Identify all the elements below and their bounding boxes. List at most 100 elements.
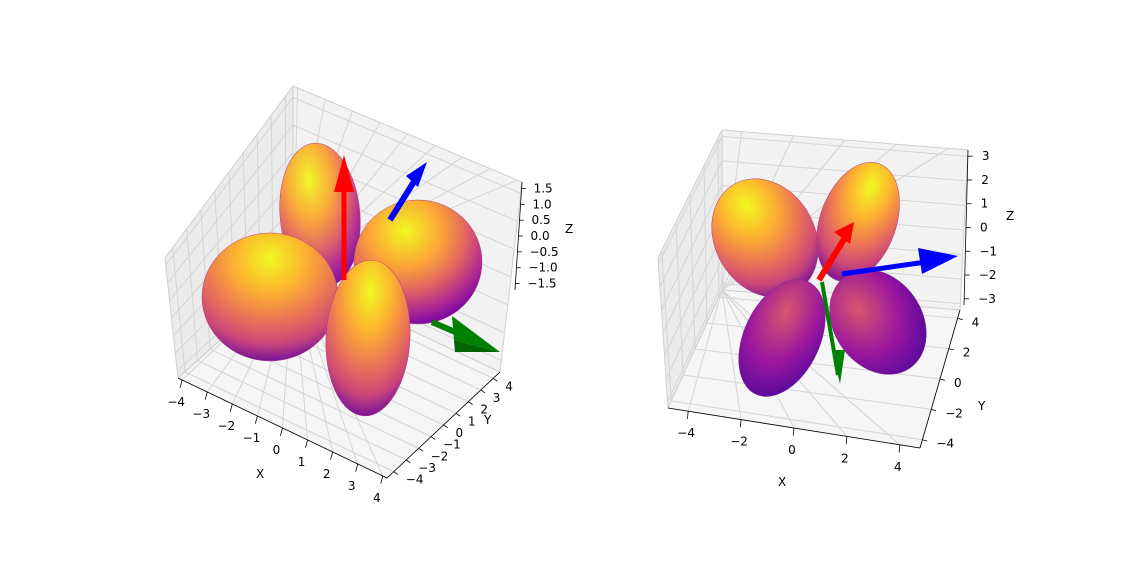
z-tick-label: −0.5: [529, 245, 558, 259]
y-tick-label-mark: [468, 401, 473, 405]
left-lobe-left: [201, 232, 339, 362]
x-tick-label-mark: [687, 411, 689, 419]
right-arrow-green-head: [832, 350, 845, 384]
gridline-z-side: [721, 135, 968, 157]
x-tick-label: 3: [348, 479, 356, 493]
x-tick-label-mark: [792, 427, 795, 436]
right-lobe-bottom-left: [738, 279, 826, 397]
right-lobe-bottom-right: [829, 269, 927, 375]
y-tick-label-mark: [948, 348, 954, 351]
y-tick-label-mark: [939, 378, 946, 381]
gridline-z-back: [665, 258, 723, 380]
right-y-axis-label: Y: [977, 399, 986, 413]
z-tick-label: −3: [978, 292, 996, 306]
x-tick-label-mark: [330, 451, 334, 460]
x-tick-label: −4: [167, 395, 185, 409]
z-tick-label: 1.5: [534, 181, 553, 195]
gridline-z-back: [659, 160, 723, 288]
y-tick-label: 0: [954, 376, 962, 390]
x-tick-label-mark: [229, 403, 233, 412]
right-arrow-red: [816, 234, 849, 282]
gridline-y-floor: [184, 371, 394, 473]
y-tick-label: 1: [468, 414, 476, 428]
z-tick-label: −2: [979, 268, 997, 282]
x-tick-label-mark: [355, 463, 359, 472]
right-arrow-red-head: [834, 222, 854, 244]
x-tick-label: 0: [273, 443, 281, 457]
right-z-axis-label: Z: [1006, 209, 1014, 223]
x-tick-label-mark: [380, 475, 384, 484]
y-tick-label: −2: [945, 406, 963, 420]
right-arrows: [816, 222, 958, 384]
x-tick-label-mark: [254, 415, 258, 424]
gridline-y-floor: [197, 360, 407, 461]
gridline-z-side: [721, 160, 967, 182]
y-tick-label: −3: [418, 461, 436, 475]
x-tick-label: −4: [677, 426, 695, 440]
x-tick-label-mark: [305, 439, 308, 448]
z-tick-label: 1: [981, 197, 989, 211]
gridline-z-side: [292, 96, 521, 194]
y-tick-label: −4: [406, 473, 424, 487]
gridline-z-back: [657, 136, 723, 265]
z-tick-label: −1.5: [527, 277, 556, 291]
z-tick-label: 1.0: [533, 197, 552, 211]
x-tick-label-mark: [280, 427, 283, 436]
y-tick-label: 2: [480, 403, 488, 417]
left-tick-labels: −4−3−2−101234−4−3−2−101234−1.5−1.0−0.50.…: [167, 181, 558, 505]
x-tick-label: −1: [243, 431, 261, 445]
right-tick-labels: −4 −2 0 2 4 −4 −2 0 2 4 −3 −2 −1 0 1 2 3: [677, 149, 997, 474]
gridline-y-floor: [694, 348, 941, 380]
left-arrows: [334, 155, 500, 352]
left-axes: −4−3−2−101234−4−3−2−101234−1.5−1.0−0.50.…: [164, 84, 573, 505]
x-tick-label-mark: [204, 391, 208, 400]
x-tick-label-mark: [179, 379, 183, 388]
left-y-axis-label: Y: [483, 413, 492, 427]
x-tick-label: 0: [788, 443, 796, 457]
gridline-z-back: [661, 185, 723, 311]
y-tick-label-mark: [957, 317, 963, 321]
y-tick-label: 0: [456, 426, 464, 440]
z-tick-label: 3: [982, 149, 990, 163]
right-x-axis-label: X: [778, 475, 786, 489]
x-tick-label: 1: [298, 455, 306, 469]
gridline-z-back: [664, 234, 723, 357]
y-tick-label-mark: [430, 436, 436, 440]
y-tick-label-mark: [405, 459, 411, 464]
gridline-z-back: [165, 97, 294, 266]
gridline-z-back: [167, 124, 294, 284]
y-tick-label-mark: [931, 408, 937, 412]
x-tick-label: 4: [894, 460, 902, 474]
z-tick-label: −1.0: [528, 261, 557, 275]
gridline-z-side: [292, 124, 518, 222]
y-tick-label-mark: [922, 439, 928, 442]
y-tick-label-mark: [455, 413, 461, 417]
y-tick-label: −2: [431, 449, 449, 463]
y-tick-label-mark: [393, 471, 399, 475]
x-tick-label: −2: [730, 435, 748, 449]
x-tick-label: 4: [373, 491, 381, 505]
y-tick-label-mark: [418, 447, 424, 452]
z-tick-label: 2: [981, 173, 989, 187]
left-z-axis-label: Z: [565, 222, 573, 236]
gridline-z-back: [169, 152, 294, 301]
x-tick-label-mark: [845, 436, 848, 445]
x-tick-label: −2: [217, 419, 235, 433]
gridline-y-floor: [671, 400, 923, 441]
right-axes: −4 −2 0 2 4 −4 −2 0 2 4 −3 −2 −1 0 1 2 3 X Y Z: [657, 129, 1014, 489]
y-tick-label: 4: [972, 315, 980, 329]
left-arrow-blue-head: [406, 162, 427, 187]
z-tick-label: −1: [979, 244, 997, 258]
z-tick-label: 0.5: [532, 213, 551, 227]
left-lobe-front: [325, 259, 411, 417]
y-tick-label-mark: [480, 389, 486, 394]
left-x-axis-label: X: [256, 467, 264, 481]
y-tick-label: −1: [443, 438, 461, 452]
left-arrow-red-head: [334, 155, 354, 192]
gridline-x-floor: [721, 289, 742, 420]
right-arrow-blue-head: [918, 248, 958, 274]
z-tick-label: 0: [980, 221, 988, 235]
x-tick-label-mark: [898, 444, 901, 453]
y-tick-label: −4: [936, 437, 954, 451]
